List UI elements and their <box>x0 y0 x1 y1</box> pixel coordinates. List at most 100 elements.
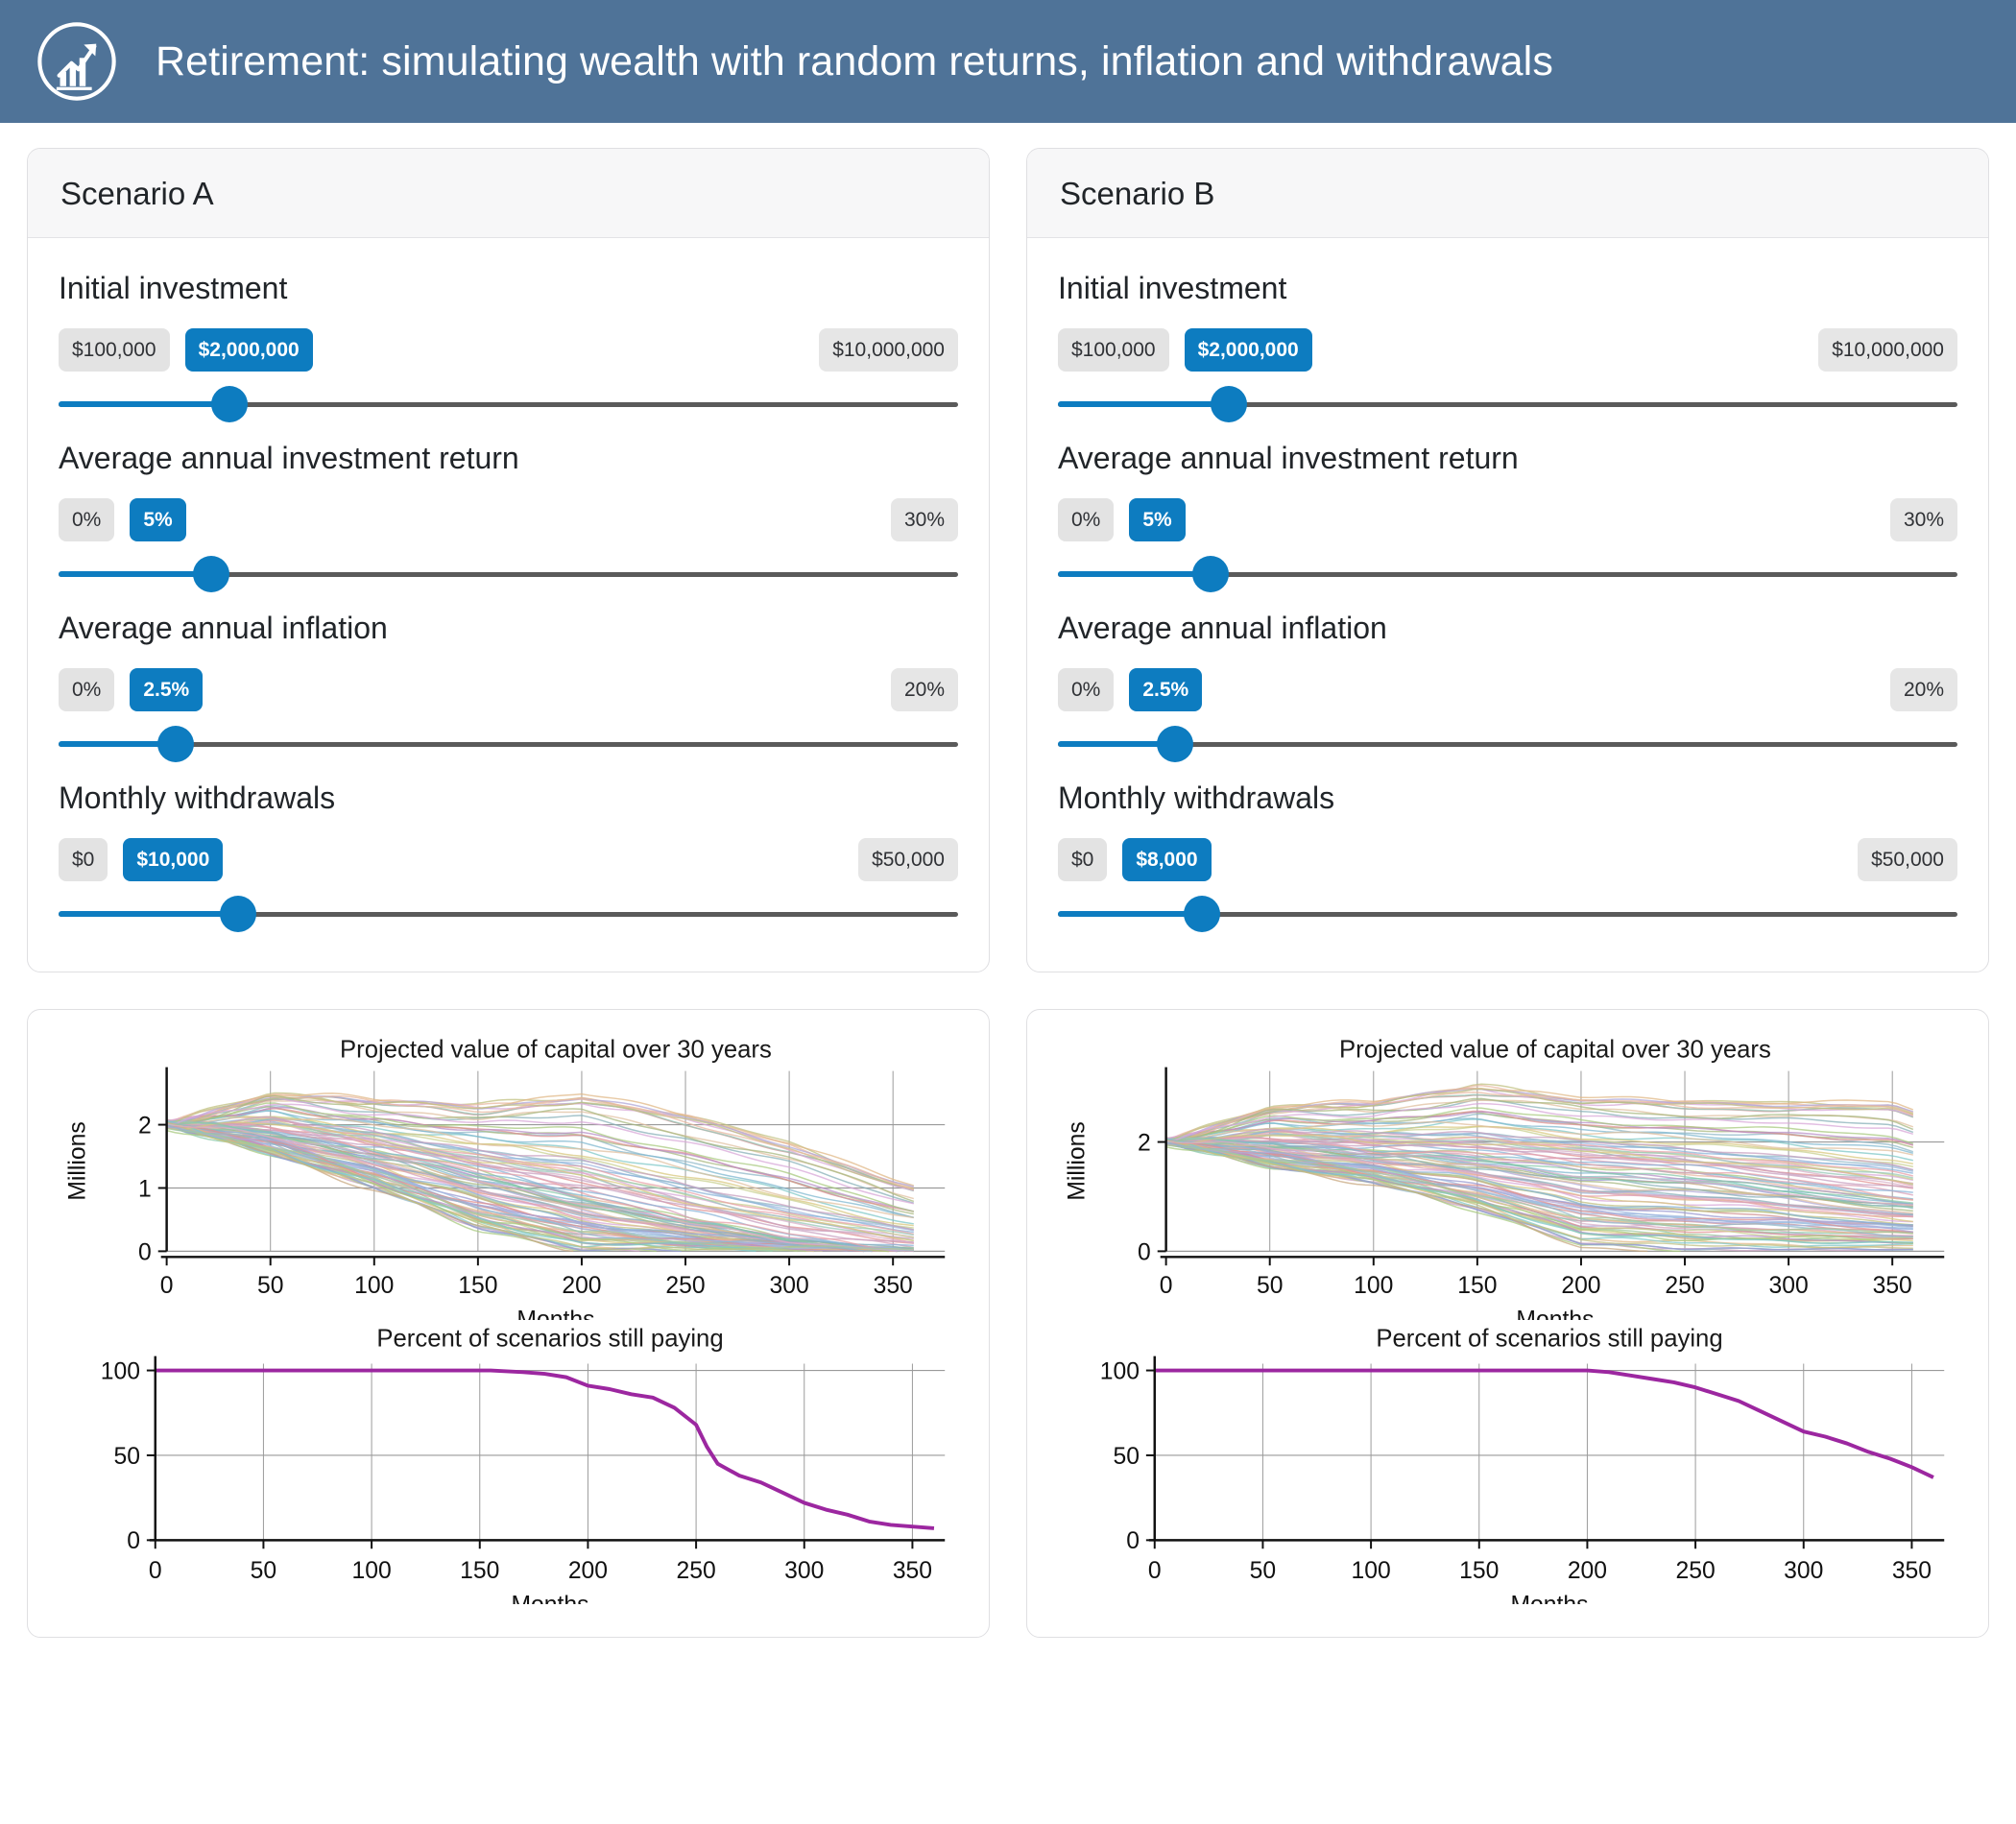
control-label: Average annual investment return <box>1058 441 1519 475</box>
slider-fill <box>1058 741 1175 747</box>
growth-chart-circle-icon <box>33 17 121 106</box>
slider-thumb[interactable] <box>193 556 230 592</box>
svg-text:100: 100 <box>101 1358 140 1384</box>
slider-fill <box>1058 911 1202 917</box>
slider-thumb[interactable] <box>1183 896 1220 932</box>
svg-text:0: 0 <box>160 1273 174 1299</box>
control-label: Monthly withdrawals <box>59 780 336 815</box>
svg-text:Percent of scenarios still pay: Percent of scenarios still paying <box>1376 1325 1722 1352</box>
slider-track[interactable] <box>59 911 958 917</box>
control-label: Average annual inflation <box>1058 611 1387 645</box>
svg-text:50: 50 <box>113 1443 139 1469</box>
slider-track[interactable] <box>59 401 958 407</box>
svg-text:350: 350 <box>874 1273 913 1299</box>
slider-inflation-a[interactable] <box>59 725 958 763</box>
control-badges: 0% 5% 30% <box>59 497 958 541</box>
slider-thumb[interactable] <box>220 896 257 932</box>
control-label: Average annual investment return <box>59 441 519 475</box>
svg-text:200: 200 <box>1568 1557 1607 1583</box>
slider-monthly-withdrawals-b[interactable] <box>1058 895 1957 933</box>
control-badges: 0% 2.5% 20% <box>1058 667 1957 711</box>
slider-max-badge: 20% <box>1889 667 1957 711</box>
svg-text:Months: Months <box>1510 1592 1588 1604</box>
slider-initial-investment-a[interactable] <box>59 385 958 423</box>
svg-text:Months: Months <box>1516 1307 1594 1319</box>
slider-value-badge: $2,000,000 <box>1184 327 1312 372</box>
slider-fill <box>1058 401 1230 407</box>
svg-text:0: 0 <box>1160 1273 1173 1299</box>
svg-text:250: 250 <box>1665 1273 1704 1299</box>
svg-text:100: 100 <box>1354 1273 1393 1299</box>
slider-inflation-b[interactable] <box>1058 725 1957 763</box>
svg-text:0: 0 <box>1126 1528 1140 1554</box>
slider-fill <box>59 741 176 747</box>
slider-thumb[interactable] <box>1192 556 1230 592</box>
charts-body-a: Projected value of capital over 30 years… <box>28 1010 989 1637</box>
svg-text:50: 50 <box>1113 1443 1139 1469</box>
svg-text:100: 100 <box>354 1273 394 1299</box>
slider-investment-return-b[interactable] <box>1058 555 1957 593</box>
slider-track[interactable] <box>1058 571 1957 577</box>
scenario-b-header: Scenario B <box>1027 149 1988 238</box>
slider-value-badge: $8,000 <box>1122 837 1212 881</box>
svg-text:0: 0 <box>1148 1557 1162 1583</box>
scenario-card-a: Scenario A Initial investment $100,000 $… <box>27 148 990 972</box>
slider-fill <box>59 571 212 577</box>
control-badges: $0 $8,000 $50,000 <box>1058 837 1957 881</box>
slider-investment-return-a[interactable] <box>59 555 958 593</box>
svg-text:0: 0 <box>1138 1239 1151 1265</box>
slider-track[interactable] <box>1058 401 1957 407</box>
svg-text:350: 350 <box>1873 1273 1912 1299</box>
slider-max-badge: $10,000,000 <box>1818 327 1957 372</box>
control-badges: $0 $10,000 $50,000 <box>59 837 958 881</box>
slider-max-badge: $50,000 <box>858 837 958 881</box>
slider-track[interactable] <box>1058 741 1957 747</box>
svg-text:150: 150 <box>1459 1557 1499 1583</box>
control-label: Initial investment <box>59 271 288 305</box>
scenario-b-title: Scenario B <box>1060 176 1215 211</box>
control-badges: 0% 5% 30% <box>1058 497 1957 541</box>
slider-initial-investment-b[interactable] <box>1058 385 1957 423</box>
slider-min-badge: $100,000 <box>1058 327 1169 372</box>
slider-track[interactable] <box>1058 911 1957 917</box>
svg-text:Projected value of capital ove: Projected value of capital over 30 years <box>340 1037 772 1064</box>
slider-track[interactable] <box>59 741 958 747</box>
charts-body-b: Projected value of capital over 30 years… <box>1027 1010 1988 1637</box>
control-label: Monthly withdrawals <box>1058 780 1335 815</box>
slider-thumb[interactable] <box>211 386 249 422</box>
slider-min-badge: $100,000 <box>59 327 170 372</box>
svg-text:Months: Months <box>516 1307 594 1319</box>
svg-text:0: 0 <box>127 1528 140 1554</box>
control-inflation-a: Average annual inflation 0% 2.5% 20% <box>59 611 958 763</box>
svg-text:100: 100 <box>1351 1557 1390 1583</box>
slider-thumb[interactable] <box>1211 386 1248 422</box>
slider-min-badge: $0 <box>1058 837 1108 881</box>
charts-card-a: Projected value of capital over 30 years… <box>27 1009 990 1639</box>
svg-text:2: 2 <box>1138 1130 1151 1156</box>
charts-row: Projected value of capital over 30 years… <box>27 1009 1989 1639</box>
slider-max-badge: $10,000,000 <box>819 327 958 372</box>
svg-text:250: 250 <box>665 1273 705 1299</box>
control-initial-investment-a: Initial investment $100,000 $2,000,000 $… <box>59 271 958 423</box>
slider-min-badge: 0% <box>59 667 115 711</box>
slider-value-badge: 5% <box>130 497 186 541</box>
slider-max-badge: $50,000 <box>1858 837 1957 881</box>
svg-text:Millions: Millions <box>1065 1121 1091 1200</box>
slider-track[interactable] <box>59 571 958 577</box>
slider-value-badge: 2.5% <box>130 667 204 711</box>
control-inflation-b: Average annual inflation 0% 2.5% 20% <box>1058 611 1957 763</box>
app-header: Retirement: simulating wealth with rando… <box>0 0 2016 123</box>
svg-text:250: 250 <box>1675 1557 1715 1583</box>
slider-min-badge: 0% <box>1058 497 1115 541</box>
slider-thumb[interactable] <box>1156 726 1193 762</box>
svg-text:150: 150 <box>1457 1273 1497 1299</box>
svg-text:100: 100 <box>1100 1358 1140 1384</box>
svg-text:0: 0 <box>138 1239 152 1265</box>
slider-min-badge: 0% <box>59 497 115 541</box>
svg-text:300: 300 <box>784 1557 824 1583</box>
slider-thumb[interactable] <box>156 726 194 762</box>
svg-text:150: 150 <box>460 1557 499 1583</box>
slider-monthly-withdrawals-a[interactable] <box>59 895 958 933</box>
control-label: Initial investment <box>1058 271 1287 305</box>
chart-percent-still-paying-b: Percent of scenarios still paying 0 50 100 0… <box>1100 1325 1945 1604</box>
